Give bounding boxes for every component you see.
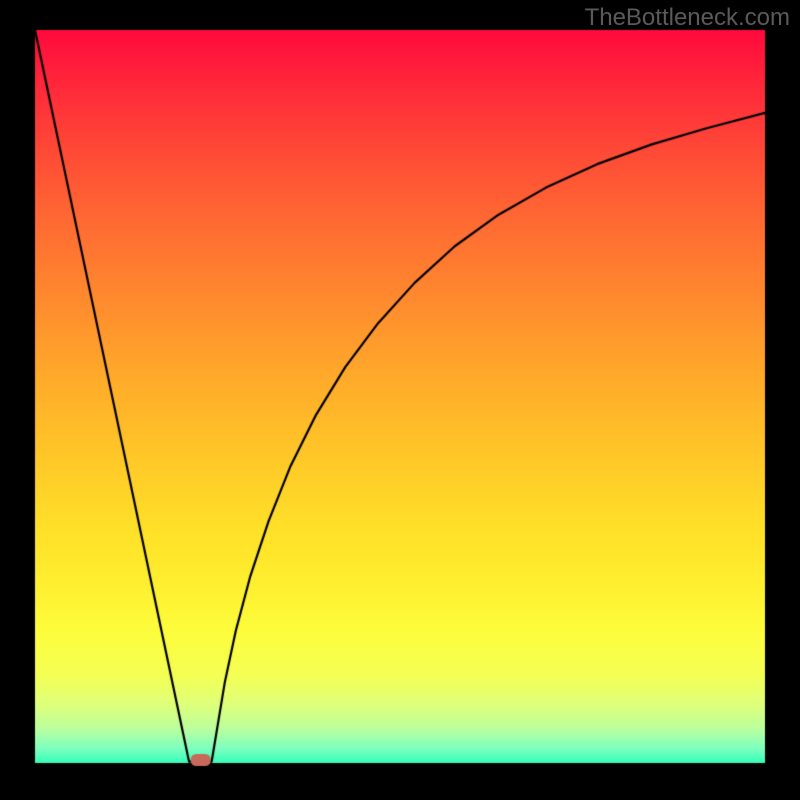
- watermark-text: TheBottleneck.com: [585, 4, 790, 32]
- bottleneck-chart-canvas: [0, 0, 800, 800]
